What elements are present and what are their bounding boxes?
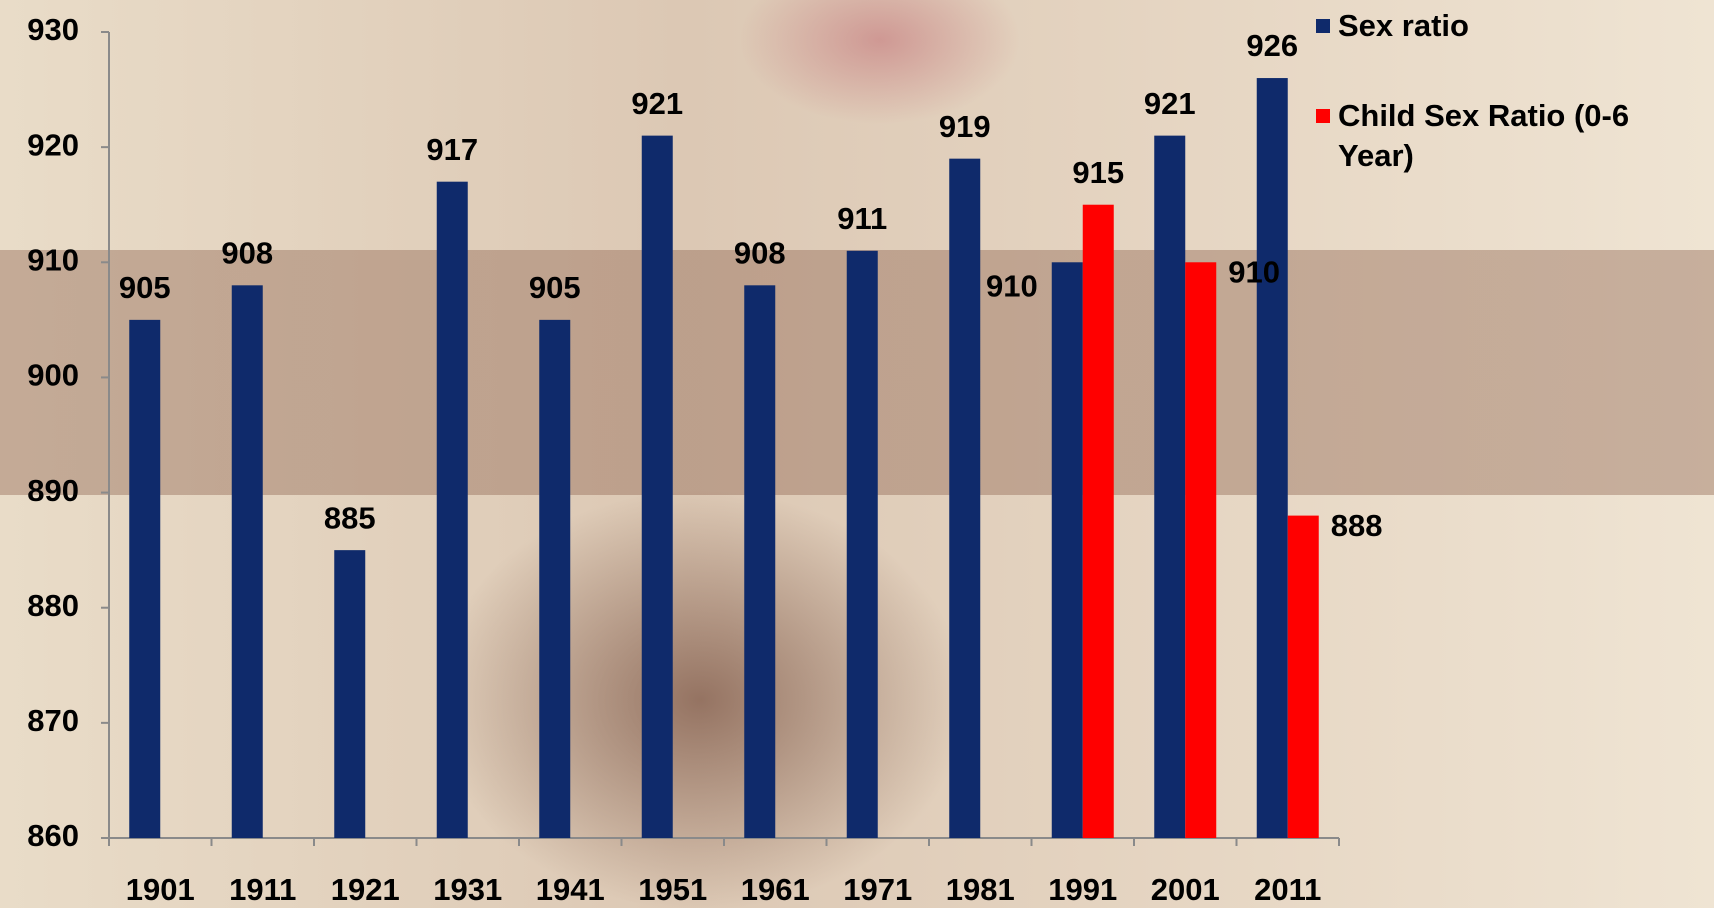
value-label: 905 <box>119 270 171 305</box>
bar <box>744 285 776 838</box>
value-label: 908 <box>221 236 273 271</box>
legend-swatch <box>1316 19 1330 33</box>
bar <box>846 250 878 838</box>
y-tick-label: 870 <box>27 703 79 738</box>
legend-swatch <box>1316 109 1330 123</box>
x-tick-label: 1971 <box>843 872 912 907</box>
value-label: 885 <box>324 500 376 535</box>
y-tick-label: 860 <box>27 818 79 853</box>
value-label: 921 <box>631 86 683 121</box>
bar <box>129 319 161 838</box>
x-tick-label: 1961 <box>741 872 810 907</box>
x-tick-label: 1991 <box>1048 872 1117 907</box>
bar <box>436 181 468 838</box>
legend-item: Child Sex Ratio (0-6 Year) <box>1316 96 1706 176</box>
y-tick-label: 900 <box>27 358 79 393</box>
y-tick-label: 890 <box>27 473 79 508</box>
legend-item: Sex ratio <box>1316 6 1706 46</box>
value-label: 905 <box>529 270 581 305</box>
bar <box>1256 78 1288 839</box>
y-tick-label: 880 <box>27 588 79 623</box>
bar <box>1154 135 1186 839</box>
value-label: 908 <box>734 236 786 271</box>
value-label: 921 <box>1144 86 1196 121</box>
x-tick-label: 1951 <box>638 872 707 907</box>
x-tick-label: 2011 <box>1254 872 1321 907</box>
value-label: 910 <box>986 268 1038 303</box>
x-tick-label: 1941 <box>536 872 605 907</box>
value-label: 910 <box>1228 254 1280 289</box>
x-tick-label: 1911 <box>229 872 296 907</box>
legend-label: Child Sex Ratio (0-6 Year) <box>1338 98 1630 173</box>
bar <box>1082 204 1114 838</box>
legend-label: Sex ratio <box>1338 8 1469 43</box>
value-label: 917 <box>426 132 478 167</box>
legend: Sex ratio Child Sex Ratio (0-6 Year) <box>1316 6 1706 226</box>
bar <box>1287 515 1319 838</box>
bar <box>641 135 673 839</box>
value-label: 888 <box>1331 508 1383 543</box>
x-tick-label: 2001 <box>1151 872 1220 907</box>
bar <box>539 319 571 838</box>
bar <box>1185 262 1217 838</box>
x-tick-label: 1931 <box>433 872 502 907</box>
bar <box>334 550 366 838</box>
y-tick-label: 910 <box>27 242 79 277</box>
value-label: 915 <box>1072 155 1124 190</box>
bar <box>231 285 263 838</box>
x-tick-label: 1981 <box>946 872 1015 907</box>
bar <box>1051 262 1083 838</box>
y-tick-label: 930 <box>27 12 79 47</box>
y-tick-label: 920 <box>27 127 79 162</box>
value-label: 926 <box>1246 28 1298 63</box>
value-label: 919 <box>939 109 991 144</box>
value-label: 911 <box>837 201 887 236</box>
bar <box>949 158 981 838</box>
x-tick-label: 1921 <box>331 872 400 907</box>
x-tick-label: 1901 <box>126 872 195 907</box>
